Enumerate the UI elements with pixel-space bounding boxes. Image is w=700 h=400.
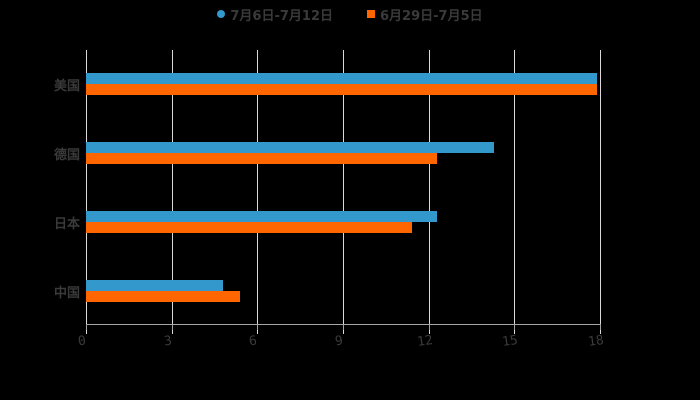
bar-series-1[interactable] [86, 211, 438, 222]
gridline [86, 50, 87, 334]
x-tick [171, 324, 173, 330]
legend-item-series-2[interactable]: 6月29日-7月5日 [367, 4, 483, 24]
gridline [428, 50, 430, 334]
legend-item-series-1[interactable]: 7月6日-7月12日 [217, 4, 333, 24]
bar-series-2[interactable] [86, 291, 241, 302]
legend-label: 6月29日-7月5日 [380, 8, 483, 24]
x-tick [600, 324, 601, 330]
gridline [171, 50, 173, 334]
gridline [257, 50, 259, 334]
gridline [600, 50, 601, 334]
x-tick-label: 3 [162, 333, 173, 350]
x-tick-label: 18 [587, 332, 605, 351]
legend-circle-icon [217, 10, 226, 18]
x-tick [428, 324, 430, 330]
gridline [514, 50, 516, 334]
y-category-label: 日本 [53, 217, 80, 232]
x-tick-label: 0 [77, 333, 87, 350]
bar-series-1[interactable] [86, 280, 224, 291]
x-tick-label: 9 [334, 333, 344, 350]
x-tick [257, 324, 259, 330]
bar-series-1[interactable] [86, 73, 598, 84]
x-tick-label: 12 [415, 332, 434, 351]
bar-series-2[interactable] [86, 153, 438, 164]
x-tick-label: 15 [501, 332, 520, 351]
x-tick [514, 324, 516, 330]
chart-legend: 7月6日-7月12日 6月29日-7月5日 [0, 4, 700, 24]
gridline [343, 50, 344, 334]
x-tick [343, 324, 344, 330]
bar-series-2[interactable] [86, 222, 412, 233]
x-tick [86, 324, 87, 330]
y-category-label: 中国 [53, 286, 80, 301]
y-category-label: 美国 [53, 79, 80, 94]
bar-series-1[interactable] [86, 142, 495, 153]
plot-area [86, 50, 601, 334]
y-category-label: 德国 [53, 148, 80, 163]
x-tick-label: 6 [248, 333, 259, 350]
bar-series-2[interactable] [86, 84, 598, 95]
legend-label: 7月6日-7月12日 [230, 8, 333, 24]
legend-square-icon [367, 10, 375, 18]
